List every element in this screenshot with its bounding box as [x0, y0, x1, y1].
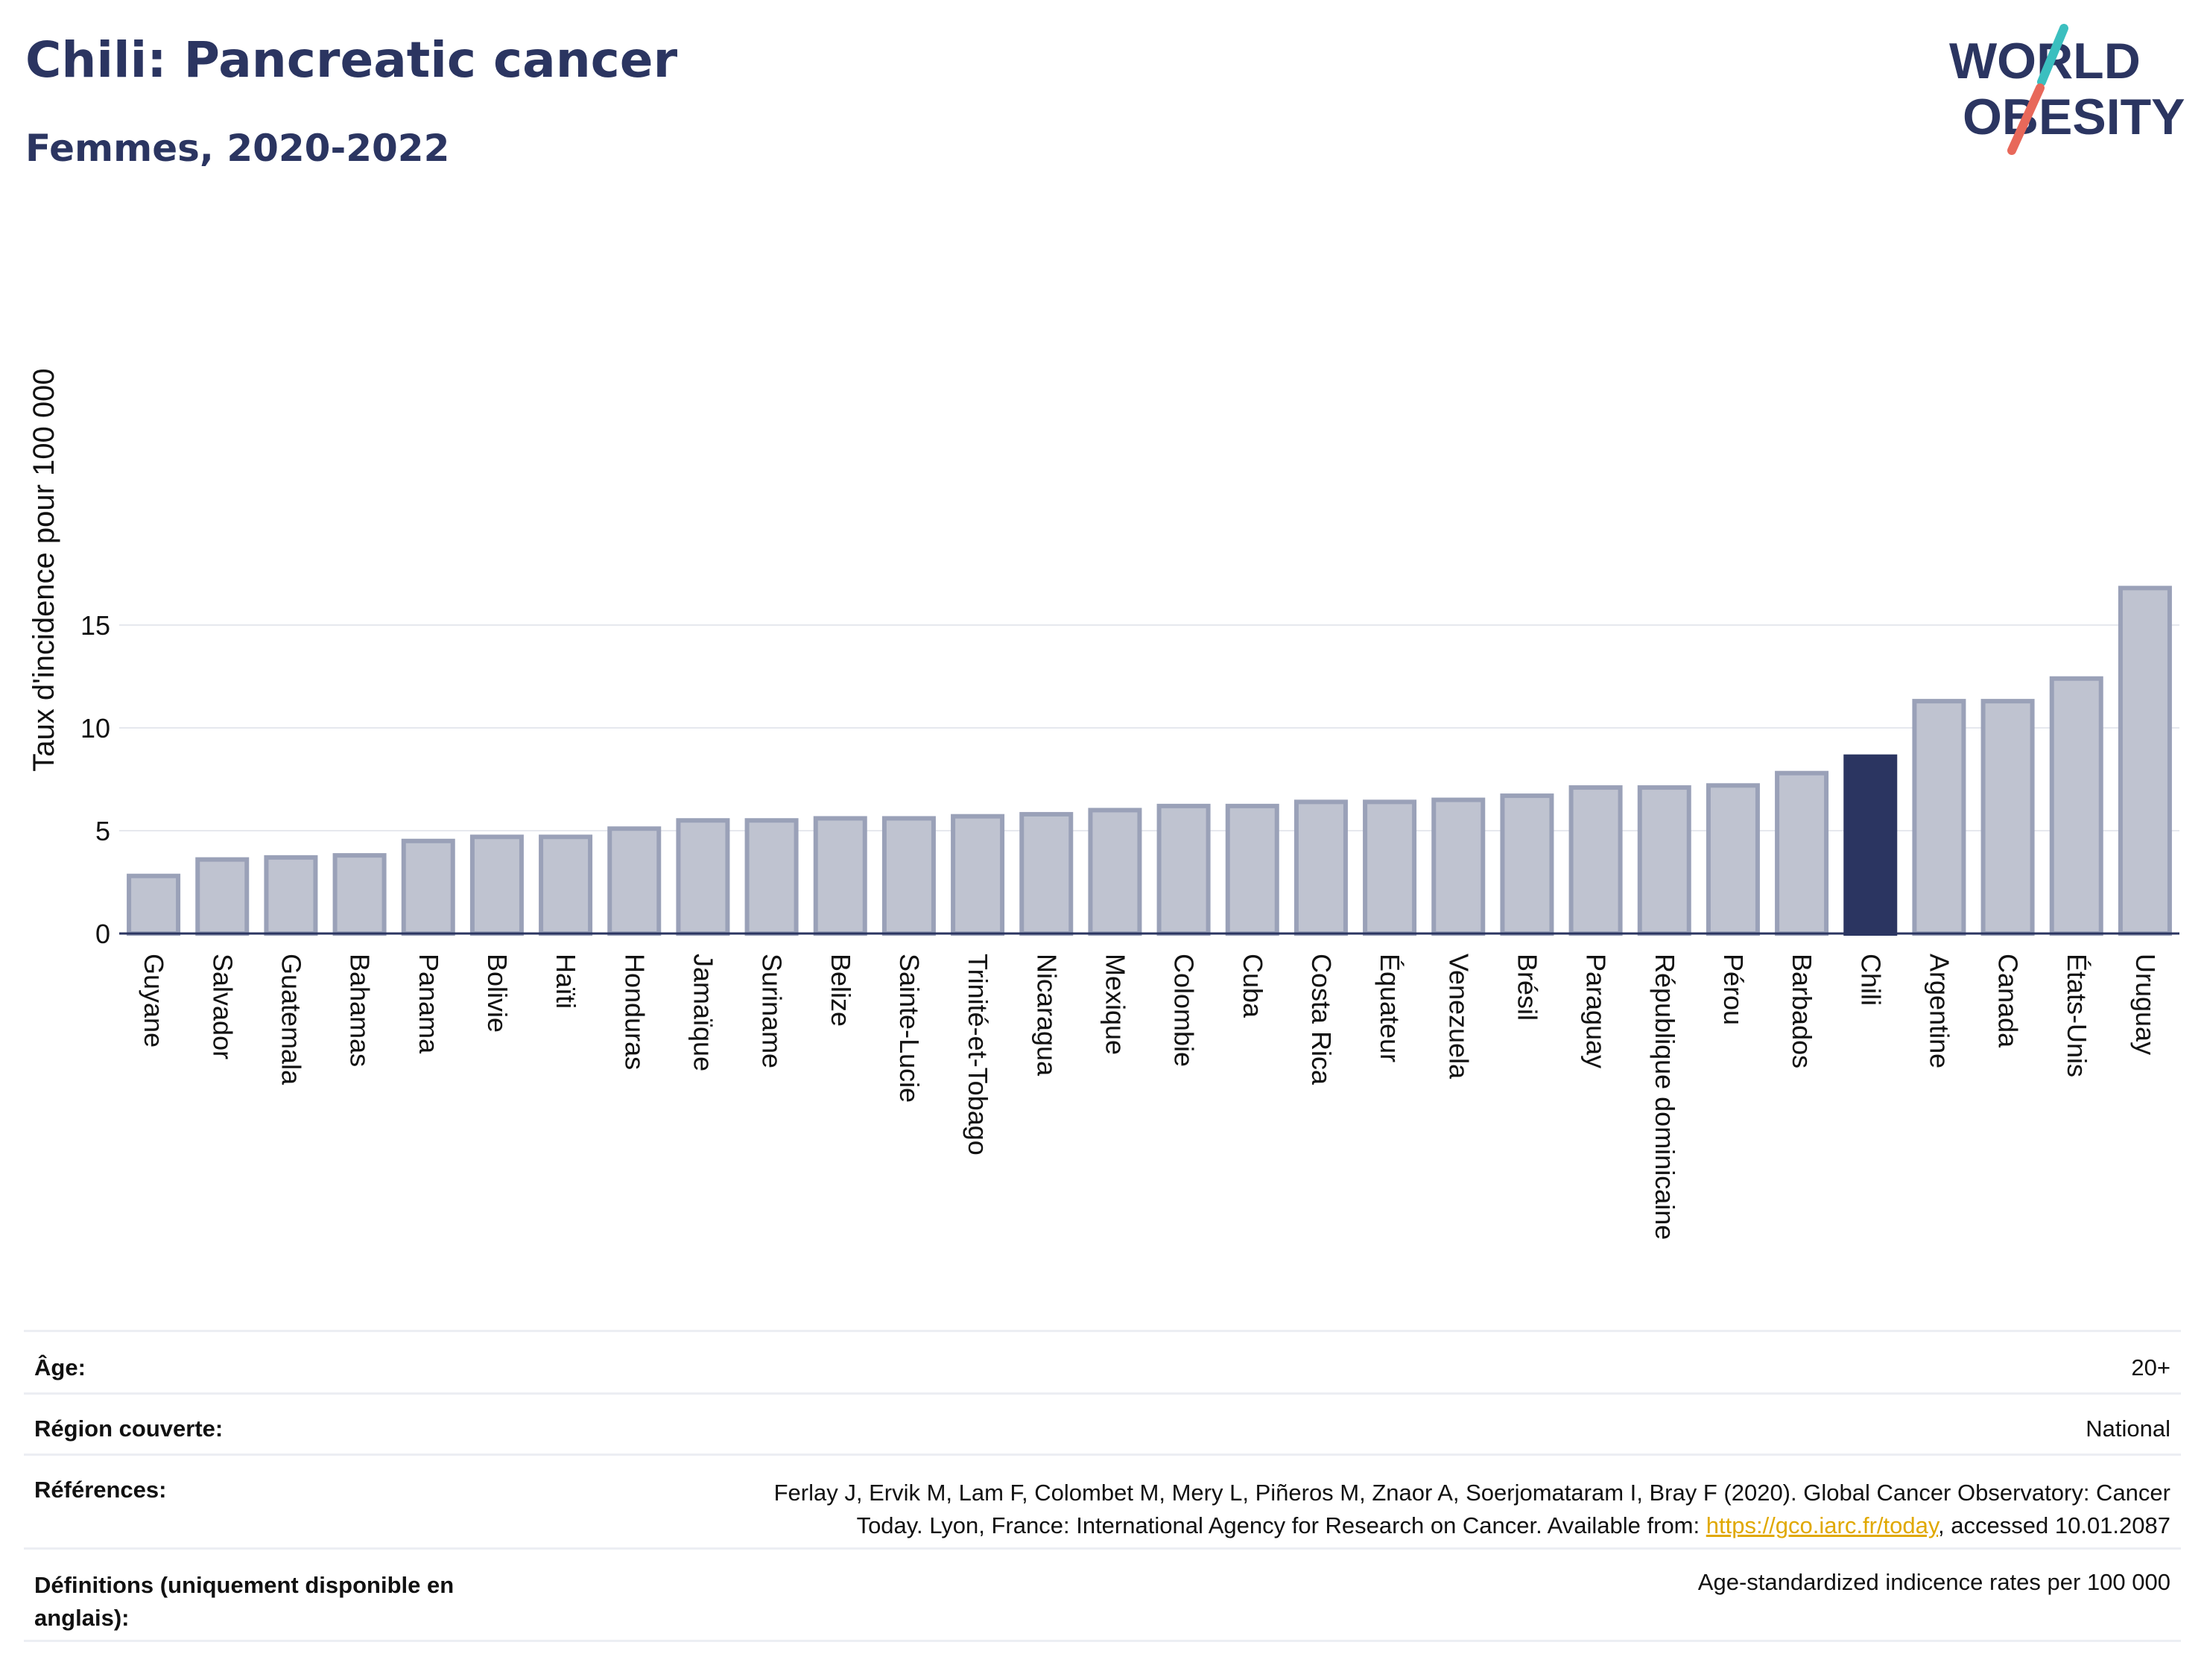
x-tick-label: Suriname — [757, 954, 788, 1068]
bar-7 — [607, 826, 662, 936]
meta-row-references: Références: Ferlay J, Ervik M, Lam F, Co… — [24, 1454, 2181, 1549]
x-tick-label: Uruguay — [2130, 954, 2161, 1055]
chart-subtitle: Femmes, 2020-2022 — [25, 127, 450, 170]
x-axis-labels: Guyane Salvador Guatemala Bahamas Panama Boli… — [139, 954, 2161, 1240]
x-tick-label: Colombie — [1169, 954, 1200, 1067]
y-axis-ticks: 0 5 10 15 — [80, 610, 110, 949]
bar-27 — [1980, 699, 2035, 936]
x-tick-label: Brésil — [1512, 954, 1542, 1021]
x-tick-label: Jamaïque — [688, 954, 718, 1071]
logo-slash-teal — [2037, 24, 2068, 86]
bar-chart: 0 5 10 15 Guyane Salvador Guatemala Bahamas Pan… — [28, 368, 2179, 1240]
bar-29 — [2118, 586, 2172, 936]
chart-title: Chili: Pancreatic cancer — [25, 31, 678, 89]
y-tick-label: 15 — [80, 610, 110, 641]
x-tick-label: Bahamas — [345, 954, 376, 1067]
bars — [127, 586, 2172, 936]
bar-5 — [469, 834, 524, 936]
x-tick-label: Trinité-et-Tobago — [963, 954, 993, 1156]
x-tick-label: Canada — [1993, 954, 2024, 1048]
grid-lines — [119, 624, 2179, 831]
bar-25 — [1843, 754, 1898, 936]
definitions-value: Age-standardized indicence rates per 100… — [529, 1547, 2181, 1642]
bar-13 — [1019, 811, 1074, 936]
y-tick-label: 10 — [80, 713, 110, 744]
references-text-2: Today. Lyon, France: International Agenc… — [856, 1512, 1706, 1538]
x-tick-label: Pérou — [1718, 954, 1749, 1025]
x-tick-label: Bolivie — [482, 954, 513, 1033]
x-tick-label: Sainte-Lucie — [894, 954, 925, 1103]
bar-20 — [1500, 793, 1554, 936]
region-value: National — [529, 1392, 2181, 1455]
meta-row-age: Âge: 20+ — [24, 1330, 2181, 1394]
y-axis-title: Taux d'incidence pour 100 000 — [28, 368, 60, 771]
bar-16 — [1225, 803, 1279, 936]
age-label: Âge: — [24, 1330, 529, 1394]
x-tick-label: Cuba — [1238, 954, 1268, 1018]
definitions-label: Définitions (uniquement disponible en an… — [24, 1547, 529, 1642]
x-tick-label: Venezuela — [1443, 954, 1474, 1080]
x-tick-label: Chili — [1855, 954, 1886, 1006]
metadata-table: Âge: 20+ Région couverte: National Référ… — [24, 1330, 2181, 1642]
bar-10 — [813, 816, 867, 936]
world-obesity-logo: WORLD OBESITY — [1949, 24, 2185, 155]
bar-24 — [1775, 770, 1829, 936]
bar-11 — [881, 816, 936, 936]
x-tick-label: Guatemala — [276, 954, 306, 1085]
bar-3 — [332, 853, 387, 936]
x-tick-label: Paraguay — [1581, 954, 1612, 1068]
y-tick-label: 5 — [95, 816, 110, 846]
bar-1 — [195, 857, 250, 936]
bar-15 — [1156, 803, 1211, 936]
x-tick-label: Salvador — [207, 954, 238, 1059]
bar-28 — [2049, 676, 2103, 936]
x-tick-label: Barbados — [1787, 954, 1817, 1068]
bar-14 — [1088, 808, 1142, 936]
references-value: Ferlay J, Ervik M, Lam F, Colombet M, Me… — [529, 1454, 2181, 1549]
bar-4 — [401, 838, 455, 936]
age-value: 20+ — [529, 1330, 2181, 1394]
x-tick-label: République dominicaine — [1650, 954, 1680, 1240]
bar-21 — [1568, 785, 1623, 936]
x-tick-label: Nicaragua — [1031, 954, 1062, 1077]
bar-0 — [127, 873, 181, 936]
references-text-1: Ferlay J, Ervik M, Lam F, Colombet M, Me… — [773, 1480, 2170, 1506]
bar-9 — [744, 818, 799, 936]
x-tick-label: États-Unis — [2062, 954, 2092, 1077]
x-tick-label: Belize — [826, 954, 856, 1027]
logo-slash-red — [2007, 83, 2045, 155]
bar-18 — [1363, 799, 1417, 936]
bar-6 — [539, 834, 593, 936]
x-tick-label: Guyane — [139, 954, 169, 1047]
y-tick-label: 0 — [95, 919, 110, 949]
bar-12 — [951, 814, 1005, 936]
bar-23 — [1706, 783, 1760, 936]
logo-text-obesity: OBESITY — [1963, 89, 2185, 145]
references-label: Références: — [24, 1454, 529, 1549]
x-tick-label: Équateur — [1375, 954, 1405, 1062]
x-tick-label: Mexique — [1100, 954, 1130, 1055]
bar-8 — [676, 818, 730, 936]
x-tick-label: Panama — [414, 954, 444, 1054]
x-tick-label: Honduras — [619, 954, 650, 1070]
references-text-3: , accessed 10.01.2087 — [1938, 1512, 2170, 1538]
bar-22 — [1637, 785, 1691, 936]
references-link[interactable]: https://gco.iarc.fr/today — [1706, 1512, 1939, 1538]
meta-row-region: Région couverte: National — [24, 1392, 2181, 1455]
bar-2 — [264, 855, 318, 936]
bar-17 — [1293, 799, 1348, 936]
bar-26 — [1912, 699, 1966, 936]
region-label: Région couverte: — [24, 1392, 529, 1455]
x-tick-label: Haïti — [551, 954, 581, 1009]
meta-row-definitions: Définitions (uniquement disponible en an… — [24, 1547, 2181, 1642]
x-tick-label: Argentine — [1924, 954, 1954, 1068]
x-tick-label: Costa Rica — [1306, 954, 1337, 1085]
bar-19 — [1431, 797, 1486, 936]
